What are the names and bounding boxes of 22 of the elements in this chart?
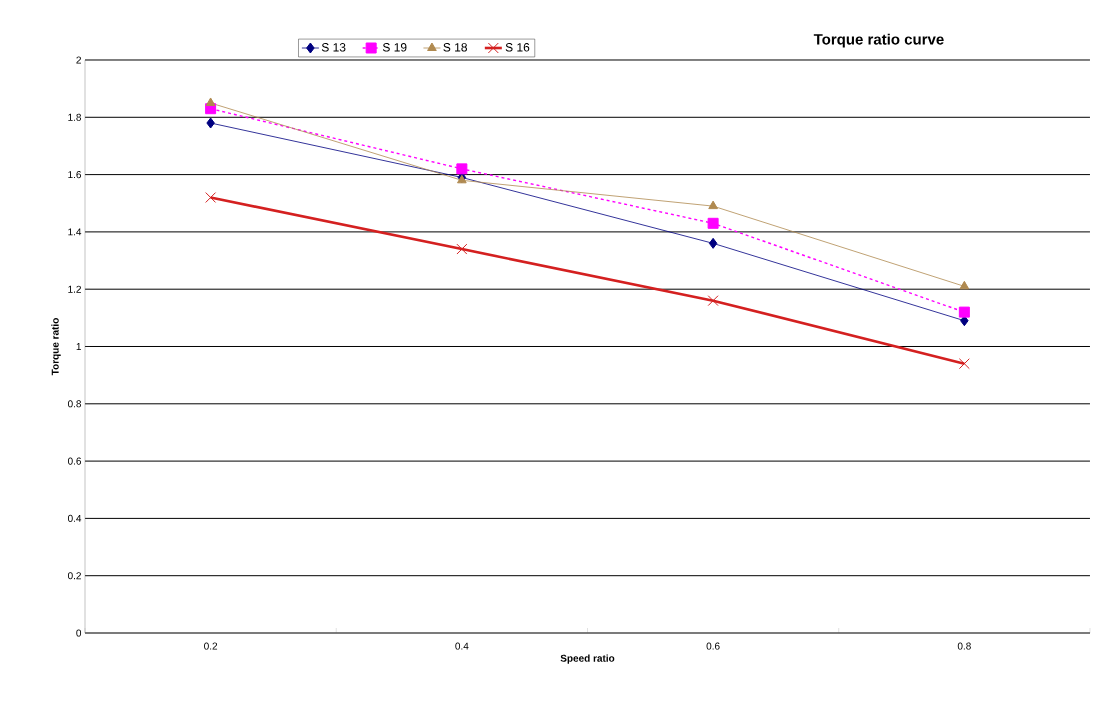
y-tick-label: 1.4: [68, 228, 82, 236]
y-tick-label: 1: [76, 343, 81, 350]
chart-title: Torque ratio curve: [813, 33, 944, 48]
y-tick-label: 0.2: [67, 572, 81, 580]
y-tick-label: 0: [76, 629, 82, 637]
legend-label: S 18: [443, 43, 467, 52]
y-tick-label: 1.2: [68, 285, 81, 293]
x-tick-label: 0.2: [204, 642, 218, 650]
legend-label: S 19: [382, 43, 407, 52]
y-tick-label: 2: [76, 56, 81, 64]
x-tick-label: 0.6: [706, 642, 720, 650]
legend-label: S 13: [321, 43, 346, 52]
y-tick-label: 0.8: [67, 400, 82, 408]
x-tick-label: 0.8: [957, 642, 971, 650]
y-tick-label: 0.6: [67, 457, 82, 465]
y-axis-title: Torque ratio: [51, 318, 61, 376]
legend-label: S 16: [505, 43, 530, 52]
x-axis-title: Speed ratio: [560, 654, 615, 664]
y-tick-label: 1.6: [68, 171, 82, 179]
y-tick-label: 0.4: [67, 514, 82, 522]
y-tick-label: 1.8: [68, 113, 82, 121]
x-tick-label: 0.4: [455, 642, 469, 650]
